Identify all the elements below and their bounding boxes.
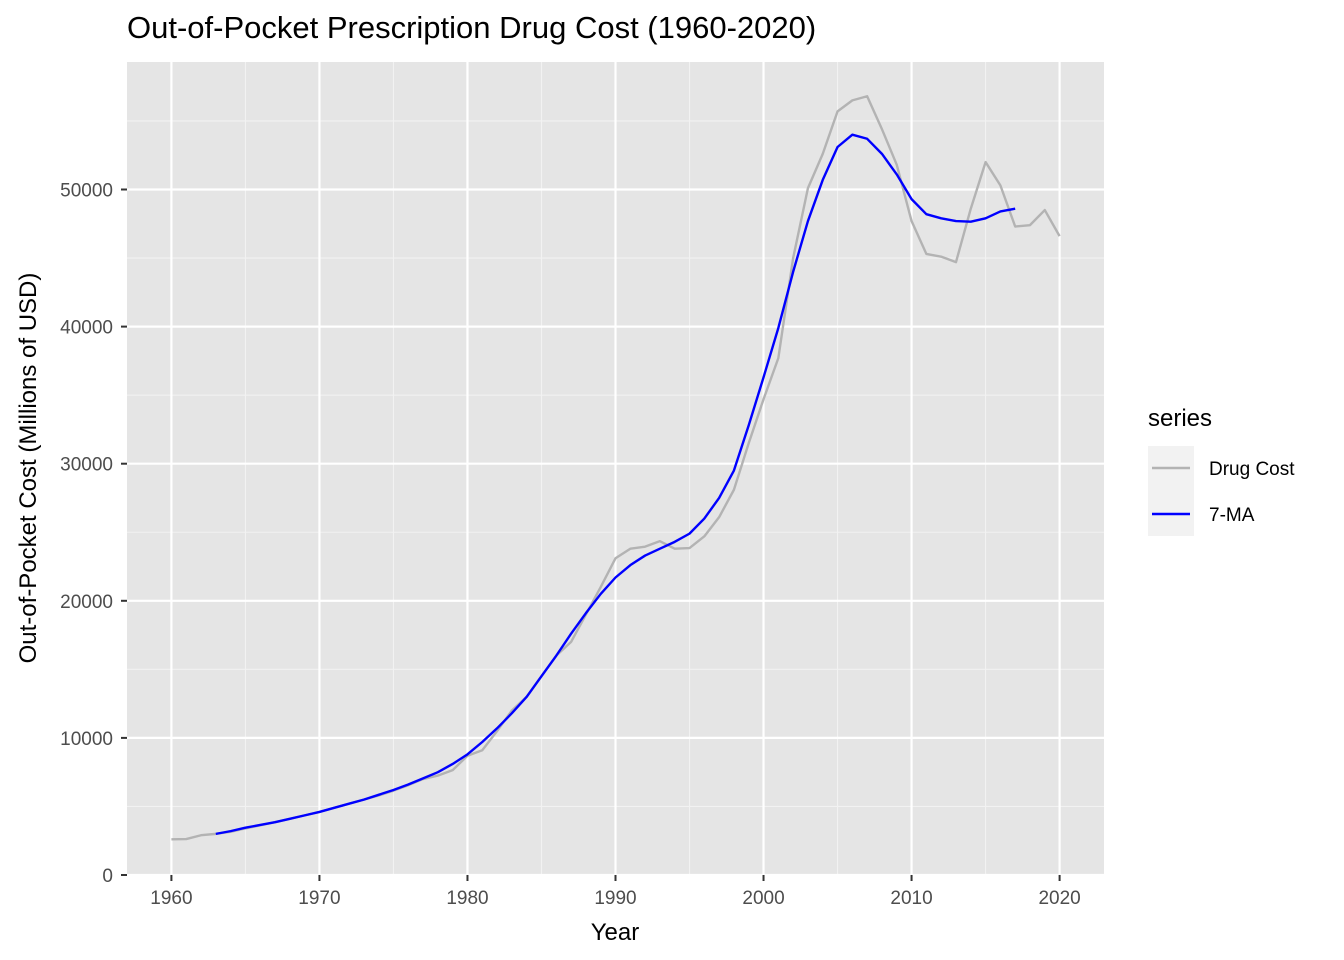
legend-key-background bbox=[1148, 446, 1194, 536]
chart-title: Out-of-Pocket Prescription Drug Cost (19… bbox=[127, 10, 816, 45]
x-tick-label: 2000 bbox=[742, 888, 784, 909]
x-tick-label: 2020 bbox=[1038, 888, 1080, 909]
y-tick-label: 0 bbox=[102, 866, 113, 887]
x-tick-label: 1960 bbox=[150, 888, 192, 909]
y-tick-label: 30000 bbox=[60, 455, 113, 476]
y-axis-title: Out-of-Pocket Cost (Millions of USD) bbox=[15, 273, 42, 664]
y-tick-label: 20000 bbox=[60, 592, 113, 613]
x-tick-label: 1970 bbox=[298, 888, 340, 909]
legend-label-drug-cost: Drug Cost bbox=[1209, 459, 1295, 480]
y-axis: 0 10000 20000 30000 40000 50000 bbox=[60, 181, 127, 887]
x-axis-title: Year bbox=[591, 919, 640, 946]
x-tick-label: 1990 bbox=[594, 888, 636, 909]
y-tick-label: 10000 bbox=[60, 729, 113, 750]
legend-title: series bbox=[1148, 405, 1212, 432]
series-line-7-ma bbox=[215, 133, 1016, 836]
y-tick-label: 50000 bbox=[60, 181, 113, 202]
series-layer bbox=[171, 95, 1061, 841]
x-tick-label: 1980 bbox=[446, 888, 488, 909]
x-tick-label: 2010 bbox=[890, 888, 932, 909]
legend: series Drug Cost 7-MA bbox=[1148, 405, 1295, 536]
legend-label-7-ma: 7-MA bbox=[1209, 505, 1255, 526]
x-axis: 1960 1970 1980 1990 2000 2010 2020 bbox=[150, 875, 1081, 909]
y-tick-label: 40000 bbox=[60, 318, 113, 339]
